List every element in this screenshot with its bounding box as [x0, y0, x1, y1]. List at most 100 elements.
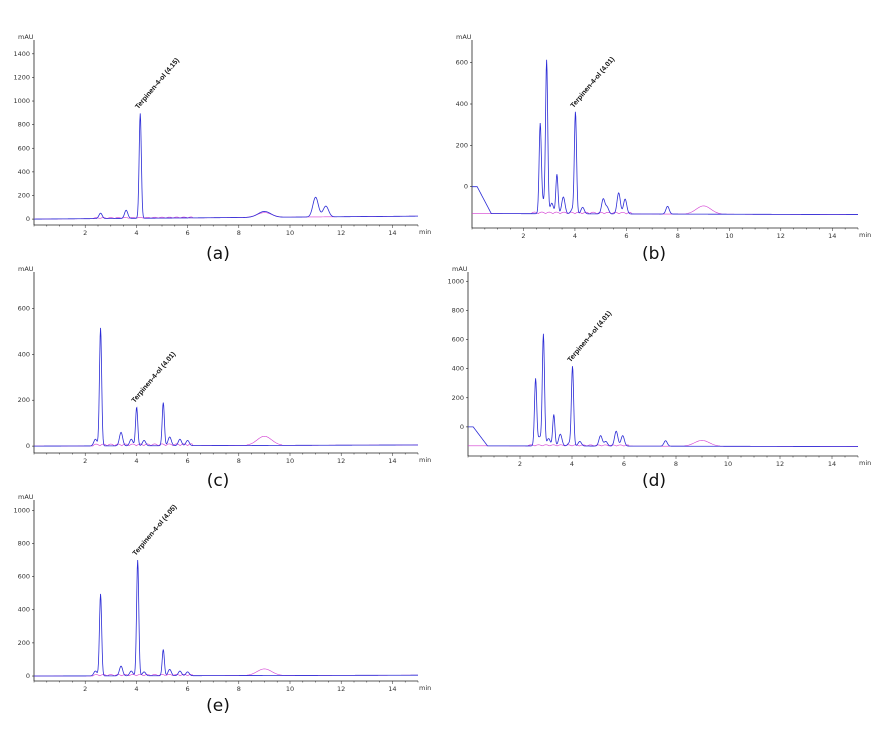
y-tick-label: 1000	[13, 97, 30, 105]
y-tick-label: 200	[18, 639, 30, 647]
x-tick-label: 6	[186, 229, 190, 237]
peak-point	[605, 441, 606, 442]
y-unit-label: mAU	[452, 265, 468, 273]
x-tick-label: 10	[286, 457, 294, 465]
x-unit-label: min	[419, 456, 431, 464]
x-tick-label: 8	[676, 232, 680, 240]
peak-point	[100, 213, 101, 214]
peak-point	[95, 670, 96, 671]
chromatogram-d: mAU min 0 200 400 600 800 1000 2 4 6 8 10 12 14 Terpine…	[447, 265, 871, 468]
peak-point	[179, 439, 180, 440]
x-tick-label: 6	[624, 232, 628, 240]
y-tick-label: 200	[456, 141, 468, 149]
peak-point	[120, 665, 121, 666]
x-tick-label: 2	[83, 457, 87, 465]
peak-point	[169, 669, 170, 670]
y-unit-label: mAU	[18, 493, 34, 501]
y-tick-label: 600	[18, 144, 30, 152]
chromatogram-e: mAU min 0 200 400 600 800 1000 2 4 6 8 10 12 14 Terpine…	[13, 493, 431, 693]
y-tick-label: 0	[460, 423, 464, 431]
x-tick-label: 14	[828, 460, 836, 468]
peak-point	[543, 334, 544, 335]
y-unit-label: mAU	[18, 33, 34, 41]
chromatogram-trace	[34, 559, 418, 677]
y-tick-label: 200	[452, 394, 464, 402]
peak-annotation: Terpinen-4-ol (4.05)	[132, 504, 179, 558]
peak-point	[572, 209, 573, 210]
peak-point	[607, 207, 608, 208]
y-tick-label: 0	[26, 215, 30, 223]
caption-d: (d)	[641, 471, 667, 491]
peak-point	[163, 402, 164, 403]
x-tick-label: 12	[337, 229, 345, 237]
x-tick-label: 10	[286, 685, 294, 693]
peak-point	[569, 442, 570, 443]
peak-point	[553, 414, 554, 415]
x-tick-label: 12	[776, 460, 784, 468]
y-tick-label: 600	[18, 573, 30, 581]
x-tick-label: 12	[337, 685, 345, 693]
peak-point	[560, 434, 561, 435]
x-tick-label: 2	[521, 232, 525, 240]
peak-point	[163, 649, 164, 650]
baseline-trace	[33, 212, 418, 220]
peak-point	[556, 174, 557, 175]
peak-point	[131, 670, 132, 671]
caption-b: (b)	[641, 244, 667, 264]
y-tick-label: 0	[464, 183, 468, 191]
x-unit-label: min	[419, 684, 431, 692]
y-tick-label: 600	[452, 336, 464, 344]
x-unit-label: min	[859, 459, 871, 467]
peak-point	[100, 327, 101, 328]
x-tick-label: 8	[674, 460, 678, 468]
peak-point	[667, 206, 668, 207]
y-tick-label: 200	[18, 396, 30, 404]
peak-point	[131, 439, 132, 440]
peak-point	[618, 192, 619, 193]
peak-annotation: Terpinen-4-ol (4.01)	[131, 351, 178, 405]
peak-point	[143, 671, 144, 672]
x-tick-label: 2	[83, 685, 87, 693]
x-tick-label: 4	[573, 232, 577, 240]
x-tick-label: 4	[134, 685, 138, 693]
y-tick-label: 800	[18, 121, 30, 129]
chromatogram-trace	[33, 327, 418, 447]
y-tick-label: 400	[18, 350, 30, 358]
x-tick-label: 10	[286, 229, 294, 237]
x-tick-label: 2	[83, 229, 87, 237]
chromatogram-trace	[33, 113, 418, 220]
baseline-trace	[471, 205, 859, 215]
y-tick-label: 400	[456, 100, 468, 108]
peak-point	[535, 378, 536, 379]
x-tick-label: 12	[777, 232, 785, 240]
peak-point	[603, 198, 604, 199]
y-tick-label: 400	[452, 365, 464, 373]
y-unit-label: mAU	[18, 265, 34, 273]
x-tick-label: 14	[388, 685, 396, 693]
x-tick-label: 6	[186, 685, 190, 693]
peak-point	[540, 126, 541, 127]
peak-point	[600, 435, 601, 436]
peak-point	[546, 60, 547, 61]
y-tick-label: 400	[18, 606, 30, 614]
x-tick-label: 8	[237, 229, 241, 237]
peak-point	[582, 207, 583, 208]
x-tick-label: 8	[237, 685, 241, 693]
x-tick-label: 2	[518, 460, 522, 468]
peak-annotation: Terpinen-4-ol (4.15)	[134, 57, 181, 111]
peak-point	[187, 671, 188, 672]
y-tick-label: 0	[26, 442, 30, 450]
peak-point	[572, 366, 573, 367]
y-tick-label: 1200	[13, 73, 30, 81]
peak-point	[551, 203, 552, 204]
x-tick-label: 10	[724, 460, 732, 468]
peak-point	[622, 435, 623, 436]
y-tick-label: 600	[18, 304, 30, 312]
x-tick-label: 14	[388, 229, 396, 237]
caption-c: (c)	[206, 471, 230, 491]
x-unit-label: min	[859, 231, 871, 239]
peak-point	[120, 432, 121, 433]
peak-point	[616, 431, 617, 432]
peak-point	[187, 440, 188, 441]
chromatogram-a: mAU min 0 200 400 600 800 1000 1200 1400 2 4 6 8 10 12 1…	[13, 33, 431, 237]
